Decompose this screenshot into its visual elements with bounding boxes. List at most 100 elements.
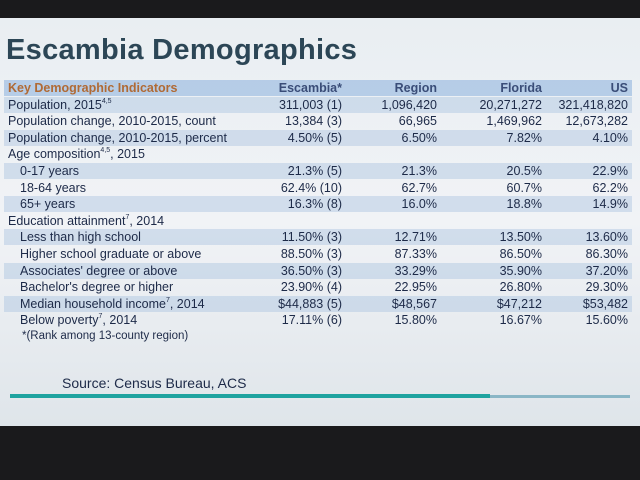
table-cell: 7.82% — [506, 130, 542, 145]
label-text: Less than high school — [20, 230, 141, 245]
table-row: Education attainment7, 2014 — [4, 213, 632, 229]
header-cell: Escambia* — [278, 81, 342, 95]
row-label: Bachelor's degree or higher — [20, 280, 173, 294]
rule — [490, 395, 630, 398]
table-cell: 18.8% — [506, 197, 542, 212]
table-row: Below poverty7, 2014 17.11% (6) 15.80% 16.6… — [4, 312, 632, 328]
table-row: 65+ years 16.3% (8) 16.0% 18.8% 14.9% — [4, 196, 632, 213]
table-cell: 88.50% (3) — [280, 247, 342, 261]
header-cell: Region — [394, 81, 437, 95]
label-superscript: 7 — [98, 313, 103, 321]
row-label: Population, 20154,5 — [8, 98, 112, 112]
label-superscript: 4,5 — [100, 147, 111, 155]
table-cell: 86.50% — [499, 247, 542, 261]
footnote: *(Rank among 13-county region) — [22, 330, 189, 342]
label-suffix: , 2014 — [169, 296, 205, 311]
table-cell: 4.10% — [592, 130, 628, 145]
label-suffix: , 2015 — [110, 147, 145, 162]
header-row: Key Demographic Indicators Escambia* Regio… — [4, 80, 632, 96]
label-text: 0-17 years — [20, 164, 80, 178]
table-cell: 21.3% — [401, 164, 437, 178]
table-cell: 13,384 (3) — [285, 114, 342, 129]
table-row: Population, 20154,5 311,003 (1) 1,096,420 2… — [4, 96, 632, 113]
label-text: Education attainment — [8, 213, 126, 228]
label-superscript: 7 — [165, 296, 170, 304]
table-cell: 17.11% (6) — [281, 313, 342, 328]
table-row: Less than high school 11.50% (3) 12.71% 13.… — [4, 229, 632, 246]
table-cell: 14.9% — [592, 197, 628, 212]
table-cell: 16.3% (8) — [287, 197, 342, 212]
header-cell: US — [610, 81, 628, 95]
label-text: Age composition — [8, 147, 101, 162]
table-row: 0-17 years 21.3% (5) 21.3% 20.5% 22.9% — [4, 163, 632, 179]
table-row: 18-64 years 62.4% (10) 62.7% 60.7% 62.2% — [4, 180, 632, 196]
source: Source: Census Bureau, ACS — [62, 375, 247, 391]
table-cell: 22.9% — [592, 164, 628, 178]
table-cell: 15.60% — [585, 313, 628, 328]
table-cell: 66,965 — [398, 114, 437, 129]
table-cell: 62.4% (10) — [280, 180, 342, 195]
row-label: 18-64 years — [20, 181, 86, 195]
table-cell: 29.30% — [585, 280, 628, 295]
table-row: Associates' degree or above 36.50% (3) 33.… — [4, 262, 632, 279]
table-cell: 13.60% — [585, 230, 628, 245]
table-cell: 6.50% — [401, 130, 437, 145]
label-superscript: 4,5 — [101, 97, 112, 105]
label-text: Median household income — [20, 296, 166, 311]
header-cell: Florida — [500, 81, 542, 95]
table-cell: 21.3% (5) — [287, 164, 342, 178]
table-cell: 86.30% — [585, 247, 628, 261]
label-text: 18-64 years — [20, 180, 87, 195]
table-cell: 16.0% — [401, 197, 437, 212]
table-cell: 1,096,420 — [381, 97, 437, 112]
table-row: Age composition4,5, 2015 — [4, 146, 632, 162]
label-text: Higher school graduate or above — [20, 247, 202, 261]
table-row: Bachelor's degree or higher 23.90% (4) 22.… — [4, 279, 632, 295]
table-cell: 37.20% — [585, 263, 628, 278]
row-label: Below poverty7, 2014 — [20, 313, 137, 327]
table-cell: 23.90% (4) — [280, 280, 342, 295]
label-text: Below poverty — [20, 313, 99, 328]
table-cell: $48,567 — [391, 296, 437, 311]
table-cell: 16.67% — [499, 313, 542, 328]
header-cell: Key Demographic Indicators — [8, 81, 178, 95]
table-cell: $47,212 — [496, 296, 542, 311]
label-suffix: , 2014 — [129, 213, 165, 228]
row-label: Associates' degree or above — [20, 264, 177, 278]
label-superscript: 7 — [125, 213, 130, 221]
slide: Escambia Demographics Key Demographic In… — [0, 18, 640, 426]
table-cell: 33.29% — [394, 263, 437, 278]
row-label: Education attainment7, 2014 — [8, 214, 164, 228]
row-label: 65+ years — [20, 197, 75, 211]
label-text: Population, 2015 — [8, 97, 102, 112]
table-cell: 321,418,820 — [558, 97, 628, 112]
table-cell: 62.2% — [592, 180, 628, 195]
row-label: Population change, 2010-2015, count — [8, 114, 216, 128]
table-row: Population change, 2010-2015, percent 4.5… — [4, 129, 632, 146]
label-text: Population change, 2010-2015, count — [8, 114, 216, 129]
label-suffix: , 2014 — [102, 313, 138, 328]
table-cell: 62.7% — [401, 180, 437, 195]
table-cell: 35.90% — [499, 263, 542, 278]
table-cell: 60.7% — [506, 180, 542, 195]
table-row: Median household income7, 2014 $44,883 (5… — [4, 295, 632, 312]
rule — [10, 394, 490, 398]
table-cell: 13.50% — [499, 230, 542, 245]
row-label: 0-17 years — [20, 164, 79, 178]
table-cell: 15.80% — [394, 313, 437, 328]
label-text: Population change, 2010-2015, percent — [8, 130, 227, 145]
table-cell: 11.50% (3) — [281, 230, 342, 245]
table-row: Population change, 2010-2015, count 13,38… — [4, 113, 632, 129]
table-cell: 311,003 (1) — [278, 97, 342, 112]
row-label: Age composition4,5, 2015 — [8, 147, 145, 161]
row-label: Less than high school — [20, 230, 141, 244]
table-cell: 87.33% — [394, 247, 437, 261]
label-text: 65+ years — [20, 197, 76, 212]
label-text: Associates' degree or above — [20, 263, 178, 278]
table-cell: $53,482 — [582, 296, 628, 311]
label-text: Bachelor's degree or higher — [20, 280, 174, 295]
table-cell: 26.80% — [499, 280, 542, 295]
row-label: Median household income7, 2014 — [20, 297, 205, 311]
table-cell: 22.95% — [394, 280, 437, 295]
